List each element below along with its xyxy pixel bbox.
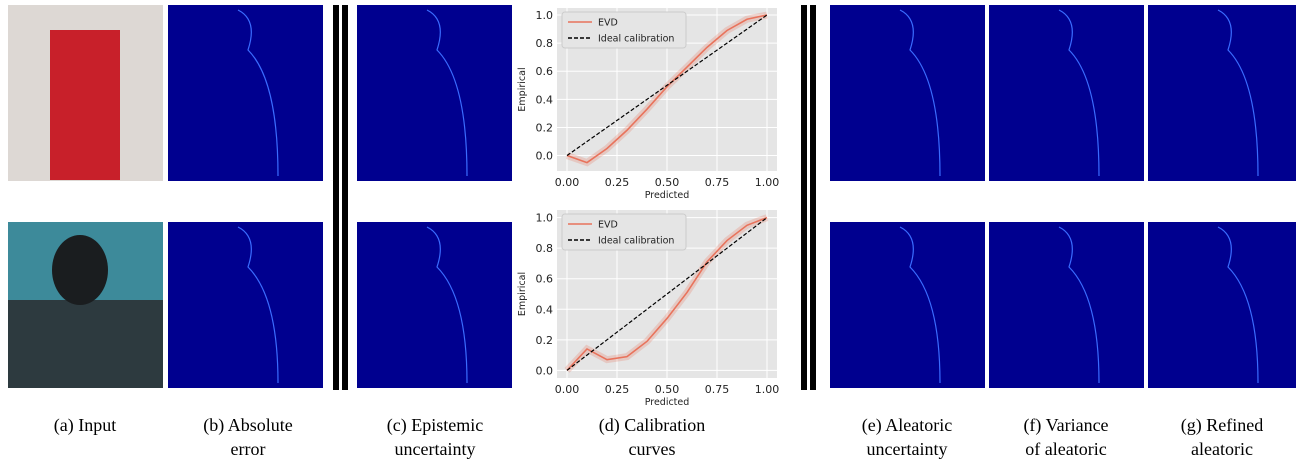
legend-label: Ideal calibration bbox=[598, 34, 674, 45]
y-tick-label: 0.4 bbox=[536, 303, 554, 316]
legend bbox=[561, 11, 687, 49]
separator bbox=[333, 5, 339, 390]
caption: (e) Aleatoric bbox=[862, 415, 952, 436]
line bbox=[566, 14, 768, 157]
y-axis-label: Empirical bbox=[517, 67, 528, 111]
heatmap bbox=[989, 222, 1144, 388]
caption: (a) Input bbox=[54, 415, 116, 436]
y-tick-label: 0.8 bbox=[536, 242, 554, 255]
y-tick-label: 0.8 bbox=[536, 37, 554, 50]
caption: (f) Variance bbox=[1023, 415, 1108, 436]
line bbox=[566, 216, 768, 371]
legend-label: Ideal calibration bbox=[598, 236, 674, 247]
y-tick-label: 0.6 bbox=[536, 273, 554, 286]
legend-label: EVD bbox=[598, 220, 618, 231]
caption: (b) Absolute bbox=[203, 415, 293, 436]
heatmap-outline bbox=[1058, 226, 1100, 384]
x-tick-label: 1.00 bbox=[755, 383, 780, 396]
caption: curves bbox=[629, 439, 676, 459]
x-tick-label: 0.75 bbox=[705, 176, 730, 189]
caption: aleatoric bbox=[1191, 439, 1253, 459]
heatmap-outline bbox=[899, 9, 941, 177]
x-tick-label: 1.00 bbox=[755, 176, 780, 189]
x-axis-label: Predicted bbox=[645, 397, 690, 408]
caption: uncertainty bbox=[395, 439, 476, 459]
y-tick-label: 0.2 bbox=[536, 334, 554, 347]
legend-label: EVD bbox=[598, 18, 618, 29]
input-photo-subject bbox=[50, 30, 120, 180]
heatmap bbox=[989, 5, 1144, 181]
x-tick-label: 0.00 bbox=[555, 176, 580, 189]
separator bbox=[342, 5, 348, 390]
y-tick-label: 0.0 bbox=[536, 364, 554, 377]
x-tick-label: 0.50 bbox=[655, 176, 680, 189]
heatmap-outline bbox=[237, 226, 279, 384]
caption: (d) Calibration bbox=[599, 415, 705, 436]
y-tick-label: 0.2 bbox=[536, 121, 554, 134]
y-axis-label: Empirical bbox=[517, 272, 528, 316]
heatmap bbox=[168, 222, 323, 388]
heatmap-outline bbox=[426, 226, 468, 384]
x-tick-label: 0.75 bbox=[705, 383, 730, 396]
caption: uncertainty bbox=[867, 439, 948, 459]
x-axis-label: Predicted bbox=[645, 190, 690, 201]
x-tick-label: 0.25 bbox=[605, 176, 630, 189]
heatmap-outline bbox=[899, 226, 941, 384]
legend bbox=[561, 213, 687, 251]
heatmap bbox=[168, 5, 323, 181]
heatmap bbox=[830, 5, 985, 181]
heatmap-outline bbox=[237, 9, 279, 177]
caption: of aleatoric bbox=[1025, 439, 1106, 459]
y-tick-label: 0.0 bbox=[536, 150, 554, 163]
separator bbox=[810, 5, 816, 390]
heatmap-outline bbox=[1217, 226, 1259, 384]
heatmap bbox=[357, 5, 512, 181]
heatmap-outline bbox=[1217, 9, 1259, 177]
x-tick-label: 0.00 bbox=[555, 383, 580, 396]
heatmap bbox=[357, 222, 512, 388]
heatmap bbox=[1148, 222, 1296, 388]
caption: error bbox=[231, 439, 266, 459]
heatmap bbox=[1148, 5, 1296, 181]
y-tick-label: 1.0 bbox=[536, 212, 554, 225]
y-tick-label: 0.6 bbox=[536, 65, 554, 78]
heatmap-outline bbox=[426, 9, 468, 177]
x-tick-label: 0.25 bbox=[605, 383, 630, 396]
separator bbox=[801, 5, 807, 390]
y-tick-label: 1.0 bbox=[536, 9, 554, 22]
input-photo-subject bbox=[8, 300, 163, 388]
caption: (c) Epistemic bbox=[387, 415, 483, 436]
x-tick-label: 0.50 bbox=[655, 383, 680, 396]
y-tick-label: 0.4 bbox=[536, 93, 554, 106]
caption: (g) Refined bbox=[1181, 415, 1263, 436]
heatmap bbox=[830, 222, 985, 388]
heatmap-outline bbox=[1058, 9, 1100, 177]
input-photo-subject bbox=[52, 235, 108, 305]
line bbox=[566, 14, 768, 164]
